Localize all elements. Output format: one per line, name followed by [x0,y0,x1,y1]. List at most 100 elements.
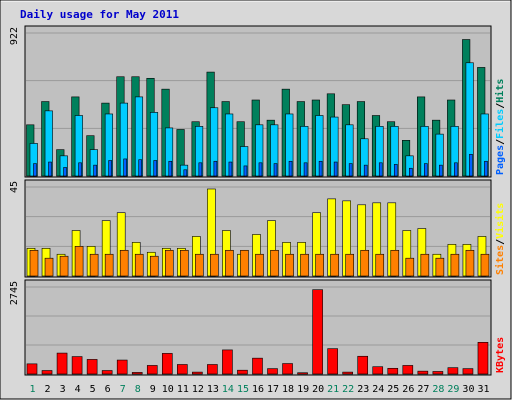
kbytes-bar [372,366,384,375]
sites-bar [29,249,39,277]
day-label: 13 [207,384,219,395]
kbytes-bar [417,370,429,375]
day-label: 3 [60,384,66,395]
day-label: 27 [417,384,429,395]
kbytes-bar [116,359,128,375]
kbytes-bar [146,365,158,375]
sites-bar [345,253,354,277]
day-label: 24 [372,384,384,395]
legend-visits: Visits [494,203,506,239]
sites-bar [435,257,445,277]
pages-bar [123,158,127,177]
kbytes-bar [447,367,459,375]
chart-panels: 922Pages/Files/Hits45Sites/Visits2745KBy… [9,25,506,376]
day-label: 6 [105,384,111,395]
day-label: 30 [462,384,474,395]
pages-bar [108,160,112,177]
pages-bar [288,160,293,177]
pages-bar [78,162,82,177]
legend-hits: Hits [494,79,506,103]
pages-bar [63,167,67,177]
day-label: 8 [135,384,141,395]
pages-bar [198,162,203,177]
day-label: 19 [297,384,309,395]
legend-separator: / [495,139,506,145]
pages-bar [258,162,263,177]
sites-bar [420,253,430,277]
kbytes-bar [387,367,399,375]
pages-bar [409,167,413,177]
kbytes-bar [357,355,369,375]
sites-bar [74,246,84,277]
sites-bar [300,253,309,277]
pages-bar [318,160,323,177]
panel-max-label: 45 [9,181,20,193]
kbytes-bar [297,372,308,375]
pages-bar [153,160,158,177]
legend-kbytes: KBytes [495,337,506,373]
kbytes-bar [71,356,83,375]
day-label: 12 [192,384,204,395]
legend-separator: / [495,239,506,245]
kbytes-bar [402,365,414,375]
day-label: 1 [30,384,36,395]
sites-bar [360,249,370,277]
kbytes-bar [56,352,68,375]
day-label: 28 [432,384,444,395]
day-label: 2 [45,384,51,395]
sites-bar [240,249,249,277]
day-label: 14 [222,384,234,395]
sites-bar [149,255,159,277]
sites-bar [225,249,234,277]
sites-bar [330,253,339,277]
kbytes-bar [342,371,353,375]
kbytes-bar [222,349,233,375]
panel-max-label: 2745 [9,281,20,305]
day-label: 21 [327,384,339,395]
pages-bar [183,169,188,177]
day-label: 11 [177,384,189,395]
pages-bar [378,162,383,177]
panel-visits_sites: 45 Sites/Visits [9,179,506,278]
day-label: 9 [150,384,156,395]
pages-bar [48,161,52,177]
kbytes-bar [26,363,38,375]
kbytes-bar [207,364,218,375]
day-label: 31 [477,384,489,395]
sites-bar [270,249,279,277]
sites-bar [104,253,114,277]
pages-bar [333,161,338,177]
kbytes-bar [101,370,113,375]
day-label: 7 [120,384,126,395]
pages-bar [469,153,473,177]
sites-bar [390,249,400,277]
panel-legend: KBytes [495,337,506,373]
pages-bar [213,160,218,177]
day-label: 4 [75,384,81,395]
sites-bar [180,249,189,277]
kbytes-bar [327,348,338,375]
pages-bar [439,164,443,177]
sites-bar [450,253,460,277]
pages-bar [393,164,398,177]
legend-sites: Sites [494,245,506,275]
sites-bar [210,253,219,277]
day-label: 20 [312,384,324,395]
kbytes-bar [131,372,143,375]
pages-bar [348,163,353,177]
kbytes-bar [282,363,293,375]
day-label: 16 [252,384,264,395]
pages-bar [484,160,488,177]
sites-bar [44,257,54,277]
pages-bar [93,164,97,177]
day-label: 25 [387,384,399,395]
kbytes-bar [312,289,323,375]
sites-bar [164,249,174,277]
pages-bar [228,161,233,177]
kbytes-bar [267,368,278,375]
kbytes-bar [86,359,98,375]
day-label: 22 [342,384,354,395]
